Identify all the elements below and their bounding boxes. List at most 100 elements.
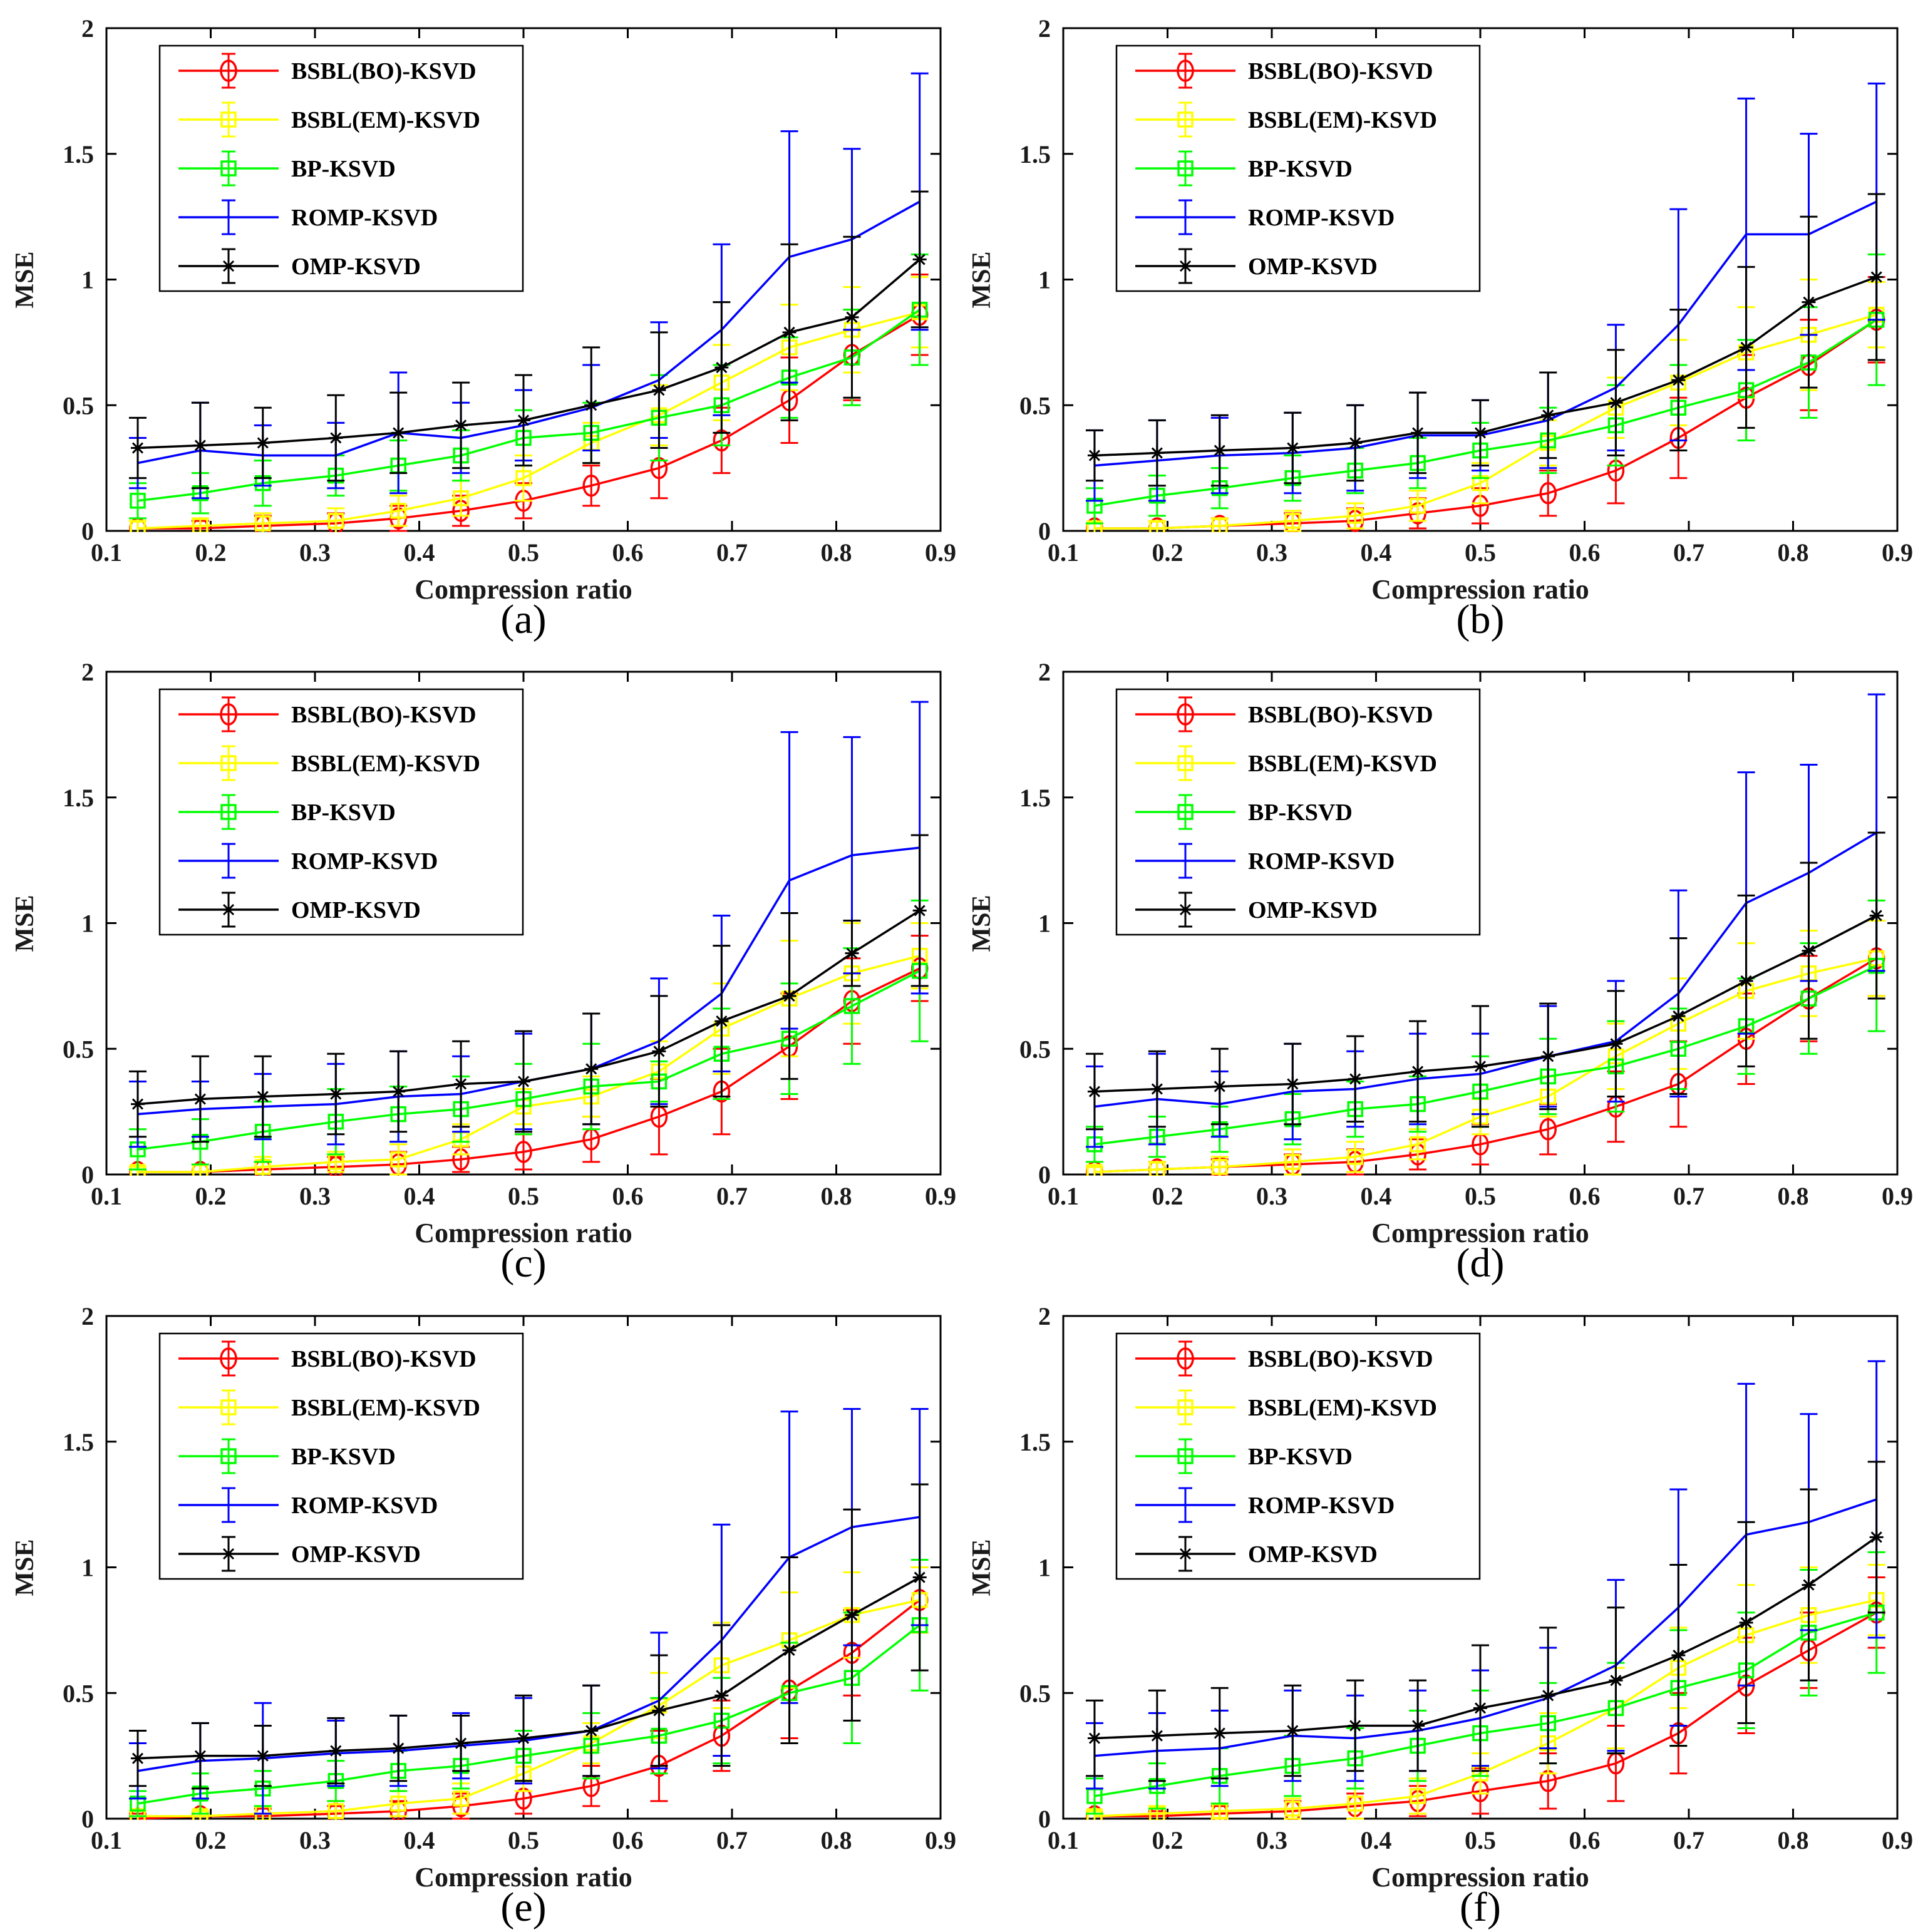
panel-c-chart: 0.1 0.2 0.3 0.4 0.5 0.6 0.7 0.8 0.9 0 0.5 1 1.5 2 BSBL…	[0, 644, 956, 1287]
legend-entry-bsbl-em-ksvd: BSBL(EM)-KSVD	[178, 101, 480, 138]
asterisk-marker	[1609, 1673, 1623, 1688]
asterisk-arm	[1287, 442, 1299, 454]
asterisk-marker	[1609, 1036, 1623, 1052]
x-tick-label: 0.2	[195, 538, 227, 567]
asterisk-arm	[517, 1076, 530, 1087]
square-marker	[130, 493, 146, 509]
asterisk-marker	[1473, 1700, 1487, 1716]
square-icon	[220, 1448, 237, 1464]
asterisk-marker	[130, 1096, 145, 1112]
asterisk-marker	[1802, 943, 1816, 958]
panel-d-chart: 0.1 0.2 0.3 0.4 0.5 0.6 0.7 0.8 0.9 0 0.5 1 1.5 2 BSBL…	[957, 644, 1913, 1287]
asterisk-marker	[1348, 435, 1363, 451]
legend-entry-bp-ksvd: BP-KSVD	[178, 150, 396, 187]
asterisk-arm	[653, 1046, 665, 1057]
y-tick-label: 0.5	[63, 1679, 94, 1707]
asterisk-arm	[585, 1063, 597, 1075]
square-icon	[220, 755, 237, 771]
y-axis-label: MSE	[967, 895, 996, 952]
panel-a: 0.1 0.2 0.3 0.4 0.5 0.6 0.7 0.8 0.9 0 0.5 1 1.5 2 BSBL…	[0, 0, 956, 644]
circle-icon	[1177, 1347, 1194, 1370]
asterisk-marker	[714, 1014, 729, 1029]
square-icon	[1177, 1399, 1194, 1416]
asterisk-arm	[846, 311, 858, 323]
asterisk-marker	[1671, 1009, 1686, 1024]
square-marker	[453, 1791, 469, 1807]
y-tick-label: 1	[81, 1554, 94, 1582]
x-tick-label: 0.5	[1465, 538, 1496, 567]
asterisk-marker	[1087, 1730, 1101, 1746]
plot-area	[1085, 693, 1885, 1176]
x-tick-label: 0.7	[716, 538, 748, 567]
square-icon	[220, 160, 237, 177]
asterisk-marker	[193, 1091, 207, 1107]
asterisk-marker	[517, 1074, 530, 1089]
plot-area	[1085, 82, 1885, 532]
x-tick-label: 0.4	[404, 1826, 435, 1854]
asterisk-arm	[585, 399, 597, 411]
y-tick-label: 0.5	[63, 391, 94, 419]
legend-label: OMP-KSVD	[1248, 1541, 1378, 1568]
square-marker	[130, 520, 146, 532]
asterisk-marker	[782, 988, 797, 1004]
asterisk-marker	[1348, 1071, 1363, 1087]
y-tick-label: 0.5	[1019, 1035, 1051, 1063]
panel-d: 0.1 0.2 0.3 0.4 0.5 0.6 0.7 0.8 0.9 0 0.5 1 1.5 2 BSBL…	[957, 644, 1913, 1287]
legend-entry-omp-ksvd: OMP-KSVD	[178, 248, 421, 284]
asterisk-arm	[1151, 1083, 1163, 1095]
legend-label: BSBL(BO)-KSVD	[291, 702, 477, 728]
asterisk-marker	[193, 438, 207, 453]
legend-label: OMP-KSVD	[1248, 254, 1378, 280]
legend-entry-romp-ksvd: ROMP-KSVD	[1135, 843, 1395, 879]
circle-icon	[220, 59, 237, 82]
legend-entry-bp-ksvd: BP-KSVD	[1135, 150, 1353, 187]
asterisk-marker	[845, 1607, 859, 1623]
y-tick-label: 1	[1038, 910, 1051, 938]
x-tick-label: 0.2	[1152, 1182, 1183, 1210]
asterisk-icon	[1178, 902, 1192, 917]
asterisk-marker	[193, 1748, 207, 1764]
asterisk-arm	[131, 1752, 144, 1764]
asterisk-arm	[1610, 397, 1622, 409]
series-markers-omp-ksvd	[130, 1570, 927, 1766]
x-tick-label: 0.6	[612, 1826, 644, 1854]
asterisk-arm	[393, 1742, 405, 1754]
asterisk-marker	[1212, 1079, 1227, 1094]
asterisk-marker	[1802, 294, 1816, 310]
asterisk-marker	[454, 1076, 468, 1092]
asterisk-marker	[1541, 408, 1555, 423]
plot-area	[128, 72, 929, 532]
legend-label: BP-KSVD	[1248, 1444, 1353, 1470]
asterisk-marker	[1541, 1049, 1555, 1064]
series-bsbl-em-ksvd	[128, 275, 929, 532]
x-tick-label: 0.3	[299, 1182, 331, 1210]
y-tick-label: 2	[81, 14, 94, 43]
asterisk-arm	[1088, 1086, 1101, 1097]
asterisk-arm	[1349, 437, 1361, 449]
x-tick-label: 0.7	[716, 1826, 748, 1854]
x-tick-label: 0.8	[821, 538, 852, 567]
legend: BSBL(BO)-KSVD BSBL(EM)-KSVD BP-KSVD ROMP-KS…	[1115, 688, 1481, 936]
asterisk-marker	[329, 1086, 343, 1102]
asterisk-arm	[1412, 1066, 1424, 1077]
y-tick-label: 2	[1038, 1302, 1051, 1330]
legend-label: BP-KSVD	[291, 156, 396, 182]
panel-f-chart: 0.1 0.2 0.3 0.4 0.5 0.6 0.7 0.8 0.9 0 0.5 1 1.5 2 BSBL…	[957, 1288, 1913, 1931]
asterisk-arm	[653, 1705, 665, 1717]
legend-entry-bsbl-em-ksvd: BSBL(EM)-KSVD	[1135, 745, 1437, 781]
x-tick-label: 0.1	[1048, 1182, 1079, 1210]
y-tick-label: 2	[81, 1302, 94, 1330]
x-tick-label: 0.2	[1152, 538, 1183, 567]
series-line-bp-ksvd	[137, 1624, 920, 1805]
asterisk-arm	[914, 905, 926, 917]
panel-caption: (b)	[1456, 597, 1505, 642]
square-marker	[1347, 1149, 1363, 1165]
legend-entry-bsbl-bo-ksvd: BSBL(BO)-KSVD	[1135, 53, 1433, 89]
x-tick-label: 0.5	[1465, 1826, 1496, 1854]
y-tick-label: 0	[1038, 1161, 1051, 1189]
asterisk-marker	[1869, 908, 1884, 923]
asterisk-arm	[1474, 1061, 1487, 1072]
series-errorbars-bp-ksvd	[1085, 1551, 1885, 1815]
legend: BSBL(BO)-KSVD BSBL(EM)-KSVD BP-KSVD ROMP-KS…	[1115, 1332, 1481, 1580]
series-errorbars-bsbl-bo-ksvd	[128, 935, 929, 1176]
